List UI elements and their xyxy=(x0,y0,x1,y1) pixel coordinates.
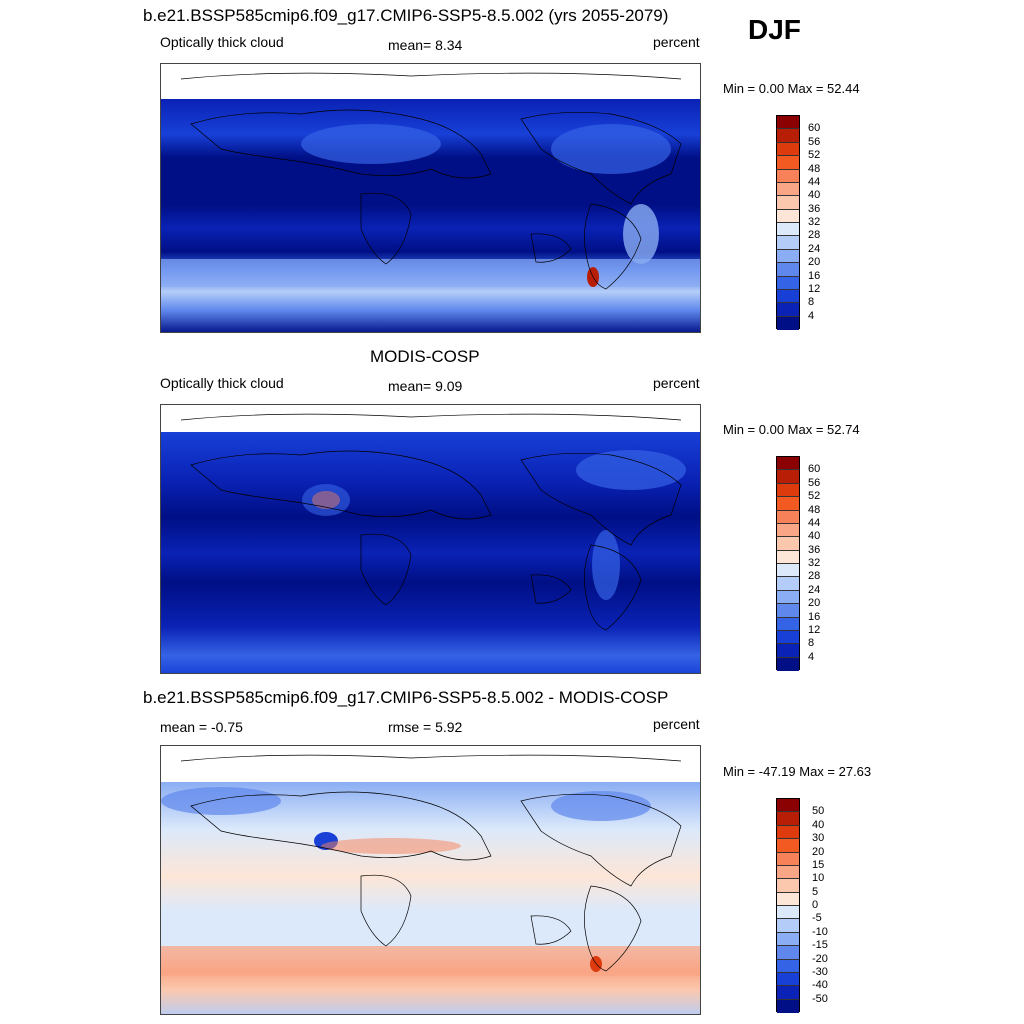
colorbar-tick: 48 xyxy=(808,504,821,516)
panel-1-variable: Optically thick cloud xyxy=(160,34,284,50)
colorbar-tick: 8 xyxy=(808,296,815,308)
panel-2-map xyxy=(160,404,701,674)
colorbar-tick: 32 xyxy=(808,557,821,569)
colorbar-tick: 12 xyxy=(808,283,821,295)
colorbar-tick: 16 xyxy=(808,611,821,623)
colorbar-tick: 52 xyxy=(808,149,821,161)
colorbar-tick: -20 xyxy=(812,953,828,965)
colorbar-tick: 56 xyxy=(808,477,821,489)
colorbar-tick: 8 xyxy=(808,637,815,649)
colorbar-tick: 60 xyxy=(808,463,821,475)
colorbar-tick: 28 xyxy=(808,229,821,241)
colorbar-tick: 36 xyxy=(808,203,821,215)
colorbar-tick: 32 xyxy=(808,216,821,228)
colorbar-tick: 50 xyxy=(812,805,825,817)
panel-2-title: MODIS-COSP xyxy=(370,347,480,366)
panel-2-variable: Optically thick cloud xyxy=(160,375,284,391)
colorbar-tick: 56 xyxy=(808,136,821,148)
colorbar-tick: 20 xyxy=(808,256,821,268)
colorbar-tick: 28 xyxy=(808,570,821,582)
panel-2-units: percent xyxy=(653,375,700,391)
panel-1-minmax: Min = 0.00 Max = 52.44 xyxy=(723,81,860,96)
colorbar-tick: 40 xyxy=(808,189,821,201)
colorbar-tick: 60 xyxy=(808,122,821,134)
colorbar-tick: 4 xyxy=(808,651,815,663)
colorbar-tick: -5 xyxy=(812,912,822,924)
colorbar-tick: 24 xyxy=(808,584,821,596)
colorbar-tick: -50 xyxy=(812,993,828,1005)
colorbar-tick: -15 xyxy=(812,939,828,951)
colorbar-tick: 20 xyxy=(812,846,825,858)
colorbar-tick: 4 xyxy=(808,310,815,322)
panel-2-mean: mean= 9.09 xyxy=(388,378,463,394)
panel-3-units: percent xyxy=(653,716,700,732)
colorbar-tick: 0 xyxy=(812,899,819,911)
colorbar-tick: 44 xyxy=(808,517,821,529)
colorbar-tick: -10 xyxy=(812,926,828,938)
panel-3-minmax: Min = -47.19 Max = 27.63 xyxy=(723,764,872,779)
colorbar-tick: 15 xyxy=(812,859,825,871)
colorbar-tick: 5 xyxy=(812,886,819,898)
panel-3-title: b.e21.BSSP585cmip6.f09_g17.CMIP6-SSP5-8.… xyxy=(143,688,669,707)
colorbar-tick: 36 xyxy=(808,544,821,556)
colorbar-tick: 10 xyxy=(812,872,825,884)
colorbar-tick: 40 xyxy=(812,819,825,831)
colorbar-tick: 12 xyxy=(808,624,821,636)
panel-3-mean: mean = -0.75 xyxy=(160,719,243,735)
colorbar-tick: 40 xyxy=(808,530,821,542)
panel-3-colorbar xyxy=(776,798,800,1013)
panel-2-colorbar xyxy=(776,456,800,671)
colorbar-tick: 16 xyxy=(808,270,821,282)
colorbar-tick: 20 xyxy=(808,597,821,609)
panel-1-map xyxy=(160,63,701,333)
panel-1-mean: mean= 8.34 xyxy=(388,37,463,53)
panel-1-title: b.e21.BSSP585cmip6.f09_g17.CMIP6-SSP5-8.… xyxy=(143,6,669,25)
colorbar-tick: -30 xyxy=(812,966,828,978)
colorbar-tick: 24 xyxy=(808,243,821,255)
colorbar-tick: 52 xyxy=(808,490,821,502)
panel-1-units: percent xyxy=(653,34,700,50)
season-label: DJF xyxy=(748,14,801,45)
panel-1-colorbar xyxy=(776,115,800,330)
colorbar-tick: 48 xyxy=(808,163,821,175)
colorbar-tick: 30 xyxy=(812,832,825,844)
panel-3-rmse: rmse = 5.92 xyxy=(388,719,463,735)
colorbar-tick: 44 xyxy=(808,176,821,188)
colorbar-tick: -40 xyxy=(812,979,828,991)
panel-3-map xyxy=(160,745,701,1015)
panel-2-minmax: Min = 0.00 Max = 52.74 xyxy=(723,422,860,437)
